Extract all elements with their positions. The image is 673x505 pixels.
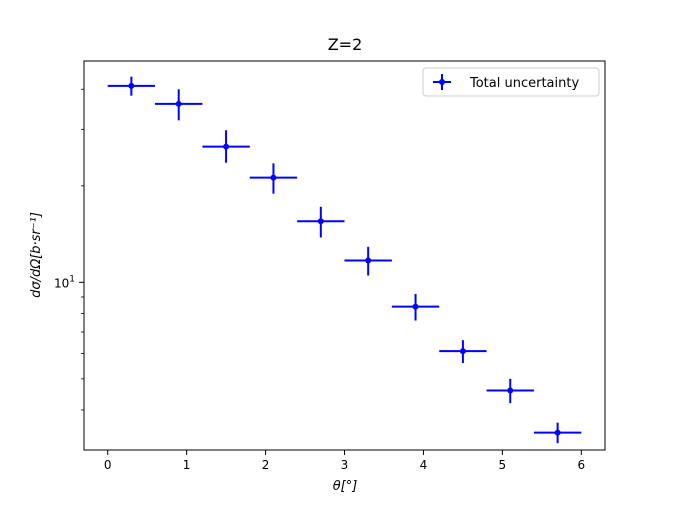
legend: Total uncertainty <box>422 67 600 97</box>
point-marker <box>412 303 419 310</box>
legend-marker <box>433 74 451 90</box>
chart-title: Z=2 <box>328 35 363 54</box>
x-tick-label: 0 <box>104 458 112 472</box>
x-tick-label: 6 <box>577 458 585 472</box>
point-marker <box>459 348 466 355</box>
data-point <box>107 76 156 96</box>
x-tick-label: 3 <box>341 458 349 472</box>
point-marker <box>317 218 324 225</box>
point-marker <box>507 387 514 394</box>
point-marker <box>270 174 277 181</box>
x-tick-label: 2 <box>262 458 270 472</box>
data-point <box>249 163 298 194</box>
y-tick-label: 101 <box>54 274 75 290</box>
data-point <box>344 246 392 276</box>
point-marker <box>128 82 135 89</box>
data-point <box>297 206 345 238</box>
legend-box <box>422 67 600 97</box>
point-marker <box>554 429 561 436</box>
point-marker <box>365 257 372 264</box>
x-tick-label: 5 <box>499 458 507 472</box>
data-point <box>486 378 534 404</box>
point-marker <box>175 100 182 107</box>
x-tick-label: 4 <box>420 458 428 472</box>
data-point <box>533 422 582 444</box>
data-point <box>155 89 203 121</box>
y-axis-label: dσ/dΩ[b·sr⁻¹] <box>29 212 44 298</box>
data-point <box>202 130 250 163</box>
plot-area <box>83 60 606 451</box>
data-point <box>391 293 440 321</box>
x-tick-label: 1 <box>183 458 191 472</box>
x-axis-label: θ[°] <box>333 479 358 494</box>
legend-marker-dot <box>439 79 445 85</box>
point-marker <box>223 143 230 150</box>
data-point <box>439 340 487 364</box>
legend-label: Total uncertainty <box>469 76 579 91</box>
